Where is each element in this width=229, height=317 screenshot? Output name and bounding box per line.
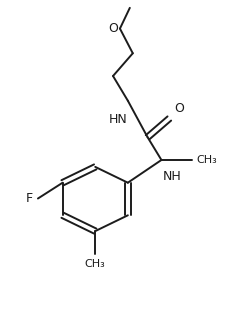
Text: CH₃: CH₃ [85,259,105,269]
Text: NH: NH [162,170,180,183]
Text: HN: HN [109,113,127,126]
Text: F: F [26,192,33,205]
Text: O: O [174,101,183,114]
Text: O: O [108,22,117,35]
Text: CH₃: CH₃ [195,155,216,165]
